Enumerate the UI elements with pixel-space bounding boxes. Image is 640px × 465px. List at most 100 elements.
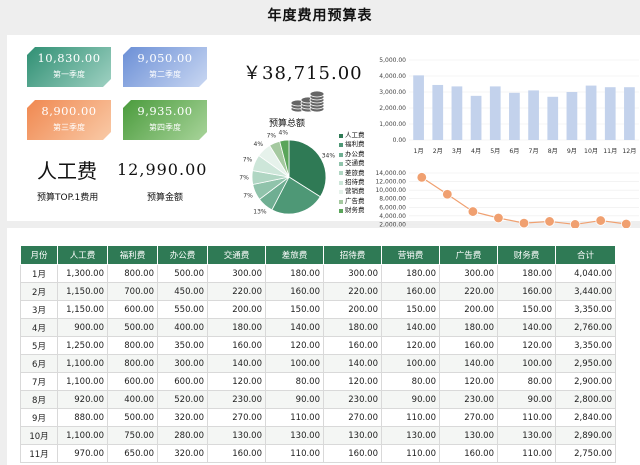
table-cell: 920.00 — [57, 390, 108, 409]
table-cell: 500.00 — [157, 264, 208, 283]
pie-pct-label: 7% — [243, 157, 253, 164]
data-point — [544, 216, 555, 227]
table-row: 3月 1,150.00 600.00 550.00 200.00 150.00 200.00… — [20, 300, 616, 319]
table-cell: 880.00 — [57, 408, 108, 427]
x-tick-label: 10月 — [584, 148, 598, 155]
table-cell: 9月 — [20, 408, 58, 427]
table-cell: 130.00 — [323, 426, 382, 445]
top-amount: 12,990.00 — [117, 160, 208, 179]
table-row: 4月 900.00 500.00 400.00 180.00 140.00 180.00 14… — [20, 318, 616, 337]
pie-pct-label: 4% — [254, 141, 264, 148]
top-category: 人工费 — [37, 159, 97, 183]
y-tick-label: 14,000.00 — [375, 170, 406, 177]
table-cell: 400.00 — [107, 390, 158, 409]
table-cell: 270.00 — [439, 408, 498, 427]
table-cell: 230.00 — [439, 390, 498, 409]
data-point — [595, 215, 606, 226]
page-title: 年度费用预算表 — [267, 8, 373, 24]
x-tick-label: 3月 — [452, 148, 462, 155]
bar — [528, 90, 539, 140]
legend-swatch — [339, 161, 343, 166]
legend-swatch — [339, 199, 343, 204]
legend-item: 交通费 — [339, 159, 379, 168]
q1-card: 10,830.00 第一季度 — [27, 47, 111, 87]
q4-card: 9,935.00 第四季度 — [123, 100, 207, 140]
bar — [451, 86, 463, 140]
table-cell: 970.00 — [57, 444, 108, 463]
y-tick-label: 4,000.00 — [379, 213, 406, 220]
table-cell: 140.00 — [381, 318, 440, 337]
legend-swatch — [339, 152, 343, 157]
column-header: 福利费 — [107, 245, 158, 265]
table-cell: 160.00 — [207, 444, 266, 463]
bar — [566, 92, 578, 140]
table-cell: 120.00 — [265, 336, 324, 355]
table-cell: 3,440.00 — [555, 282, 616, 301]
pie-pct-label: 7% — [267, 133, 277, 140]
table-row: 2月 1,150.00 700.00 450.00 220.00 160.00 220.00… — [20, 282, 616, 301]
q3-value: 8,900.00 — [41, 104, 97, 118]
table-cell: 160.00 — [381, 282, 440, 301]
table-cell: 200.00 — [207, 300, 266, 319]
table-cell: 350.00 — [157, 336, 208, 355]
data-point — [518, 217, 530, 229]
table-cell: 320.00 — [157, 408, 208, 427]
bar — [413, 75, 424, 140]
table-cell: 300.00 — [157, 354, 208, 373]
table-cell: 320.00 — [157, 444, 208, 463]
pie-title: 预算总额 — [269, 119, 306, 129]
table-cell: 80.00 — [497, 372, 556, 391]
column-header: 差旅费 — [265, 245, 324, 265]
x-tick-label: 6月 — [509, 148, 519, 155]
y-tick-label: 3,000.00 — [379, 89, 406, 96]
legend-item: 差旅费 — [339, 169, 379, 178]
table-cell: 120.00 — [207, 372, 266, 391]
table-header: 月份 人工费 福利费 办公费 交通费 差旅费 招待费 营销费 广告费 财务费 合计 — [20, 245, 616, 265]
table-cell: 1,250.00 — [57, 336, 108, 355]
x-tick-label: 12月 — [622, 148, 636, 155]
y-tick-label: 6,000.00 — [379, 204, 406, 211]
table-cell: 130.00 — [381, 426, 440, 445]
table-body: 1月 1,300.00 800.00 500.00 300.00 180.00 300.00… — [20, 264, 616, 463]
table-cell: 1,100.00 — [57, 354, 108, 373]
table-row: 8月 920.00 400.00 520.00 230.00 90.00 230.00 90.… — [20, 390, 616, 409]
legend-item: 人工费 — [339, 131, 379, 140]
table-cell: 270.00 — [207, 408, 266, 427]
table-cell: 110.00 — [497, 408, 556, 427]
table-cell: 6月 — [20, 354, 58, 373]
bar — [470, 95, 482, 140]
table-cell: 600.00 — [107, 300, 158, 319]
pie-pct-label: 34% — [322, 152, 336, 159]
table-cell: 90.00 — [497, 390, 556, 409]
table-cell: 1,150.00 — [57, 282, 108, 301]
q2-label: 第二季度 — [149, 70, 181, 79]
legend-item: 招待费 — [339, 178, 379, 187]
table-cell: 2,950.00 — [555, 354, 616, 373]
legend-label: 办公费 — [345, 149, 365, 158]
column-header: 营销费 — [381, 245, 440, 265]
table-cell: 700.00 — [107, 282, 158, 301]
pie-pct-label: 7% — [239, 175, 249, 182]
table-cell: 300.00 — [207, 264, 266, 283]
table-cell: 220.00 — [207, 282, 266, 301]
monthly-bar-chart: 0.00 1,000.00 2,000.00 3,000.00 4,000.00 5,00… — [379, 57, 639, 155]
table-cell: 110.00 — [265, 444, 324, 463]
table-cell: 600.00 — [107, 372, 158, 391]
table-cell: 4,040.00 — [555, 264, 616, 283]
q2-value: 9,050.00 — [137, 51, 193, 65]
table-row: 1月 1,300.00 800.00 500.00 300.00 180.00 300.00… — [20, 264, 616, 283]
pie-pct-label: 7% — [243, 193, 253, 200]
table-cell: 230.00 — [207, 390, 266, 409]
legend-label: 招待费 — [345, 178, 365, 187]
table-row: 7月 1,100.00 600.00 600.00 120.00 80.00 120.00 8… — [20, 372, 616, 391]
table-cell: 140.00 — [265, 318, 324, 337]
table-cell: 750.00 — [107, 426, 158, 445]
table-cell: 220.00 — [439, 282, 498, 301]
table-cell: 100.00 — [381, 354, 440, 373]
bar — [489, 86, 501, 140]
data-point — [493, 212, 504, 224]
table-cell: 130.00 — [497, 426, 556, 445]
y-tick-label: 1,000.00 — [379, 121, 406, 128]
bar — [509, 92, 520, 140]
table-cell: 230.00 — [323, 390, 382, 409]
